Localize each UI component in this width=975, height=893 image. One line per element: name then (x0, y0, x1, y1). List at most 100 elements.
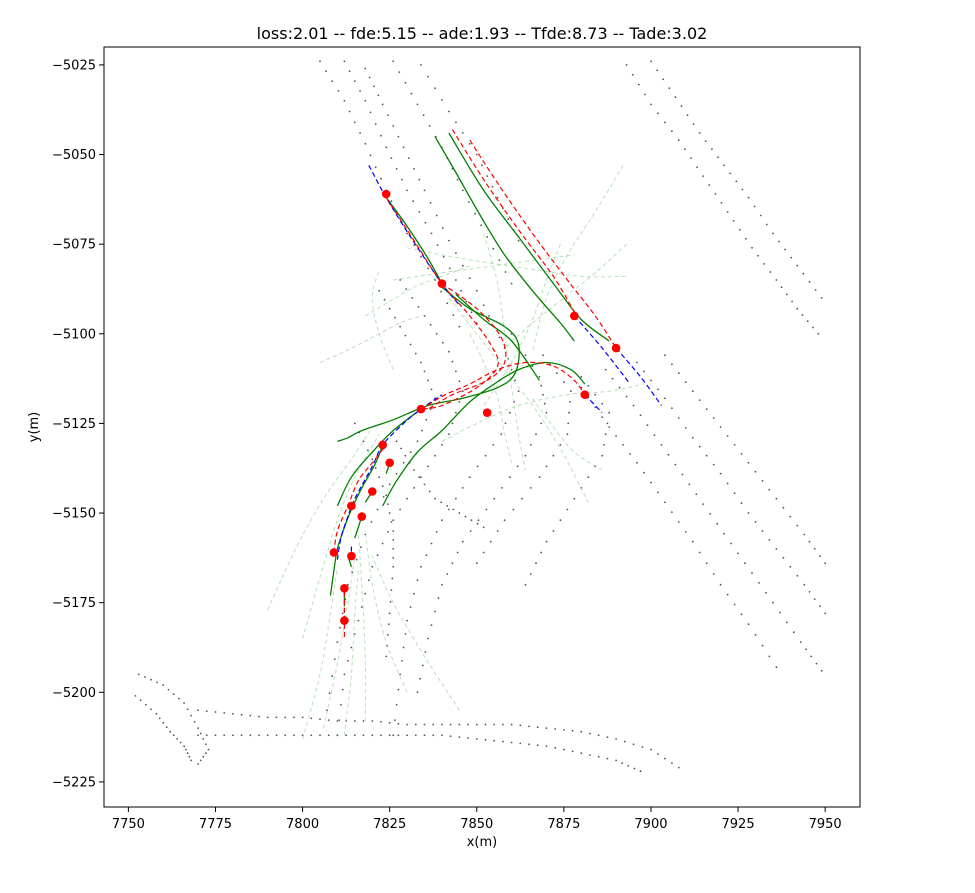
map-point (493, 723, 496, 726)
map-point (139, 699, 142, 702)
map-point (474, 212, 476, 215)
map-point (775, 548, 778, 550)
agent-marker (347, 551, 356, 561)
map-point (369, 154, 372, 157)
map-point (692, 123, 695, 125)
map-point (266, 734, 269, 737)
map-point (446, 302, 449, 305)
map-point (422, 114, 425, 116)
map-point (765, 591, 767, 594)
y-axis-label: y(m) (27, 412, 42, 443)
map-point (461, 189, 464, 192)
map-point (625, 395, 628, 398)
map-point (456, 178, 459, 181)
map-point (650, 748, 652, 751)
map-point (606, 757, 609, 760)
map-point (373, 85, 375, 88)
map-point (615, 435, 617, 437)
map-point (698, 445, 701, 448)
map-point (448, 508, 450, 511)
map-point (802, 272, 805, 275)
map-point (360, 546, 362, 548)
map-point (563, 748, 565, 751)
map-point (597, 734, 600, 737)
map-point (536, 744, 539, 747)
map-point (627, 764, 630, 767)
map-point (568, 411, 570, 414)
ground-truth-line (615, 347, 662, 406)
map-point (540, 422, 543, 425)
map-point (425, 418, 428, 421)
map-point (387, 503, 389, 505)
map-point (646, 424, 649, 427)
map-point (353, 633, 356, 635)
y-tick-label: −5100 (52, 327, 96, 342)
map-point (258, 734, 260, 737)
map-point (369, 111, 372, 114)
map-point (493, 497, 496, 500)
map-point (704, 140, 707, 143)
map-point (399, 673, 401, 676)
map-point (792, 631, 795, 634)
map-point (632, 404, 635, 407)
map-point (475, 562, 478, 565)
map-point (712, 417, 715, 419)
map-point (205, 734, 208, 737)
map-point (516, 465, 519, 468)
map-point (385, 494, 388, 496)
map-point (671, 130, 673, 133)
map-point (733, 444, 736, 446)
map-point (657, 388, 659, 391)
map-point (371, 734, 374, 737)
map-point (331, 80, 334, 82)
map-point (197, 734, 200, 737)
agent-marker (329, 548, 339, 557)
map-point (814, 289, 817, 291)
map-point (484, 738, 487, 741)
map-point (345, 734, 347, 737)
map-point (815, 662, 818, 665)
map-point (650, 481, 652, 484)
map-point (671, 363, 673, 366)
history-line (329, 444, 384, 596)
map-point (641, 746, 644, 748)
map-point (461, 540, 464, 543)
map-point (240, 713, 243, 716)
agent-markers-layer (329, 189, 621, 625)
map-point (765, 223, 768, 226)
map-point (404, 454, 407, 457)
map-point (343, 673, 346, 676)
map-point (789, 515, 792, 518)
map-point (420, 476, 422, 479)
map-point (503, 519, 506, 522)
map-point (409, 451, 412, 453)
map-point (730, 542, 732, 545)
map-point (751, 572, 753, 574)
map-point (392, 519, 395, 522)
map-point (364, 67, 367, 70)
map-point (205, 743, 207, 746)
map-point (819, 555, 821, 557)
map-point (618, 386, 621, 389)
x-tick-label: 7825 (373, 817, 406, 832)
map-point (339, 626, 341, 629)
map-point (500, 433, 503, 436)
map-point (337, 90, 340, 92)
map-point (717, 156, 719, 159)
map-point (275, 716, 278, 719)
map-point (733, 492, 736, 495)
map-point (468, 142, 471, 145)
map-point (504, 422, 507, 425)
map-point (782, 506, 785, 509)
map-point (378, 476, 381, 479)
map-point (779, 611, 781, 614)
map-point (381, 485, 384, 488)
faint-history-line (469, 333, 513, 463)
map-point (740, 502, 743, 505)
map-point (186, 752, 189, 755)
map-point (423, 315, 426, 317)
map-point (293, 716, 295, 719)
map-point (347, 583, 349, 586)
map-point (427, 379, 429, 382)
map-point (423, 370, 426, 373)
